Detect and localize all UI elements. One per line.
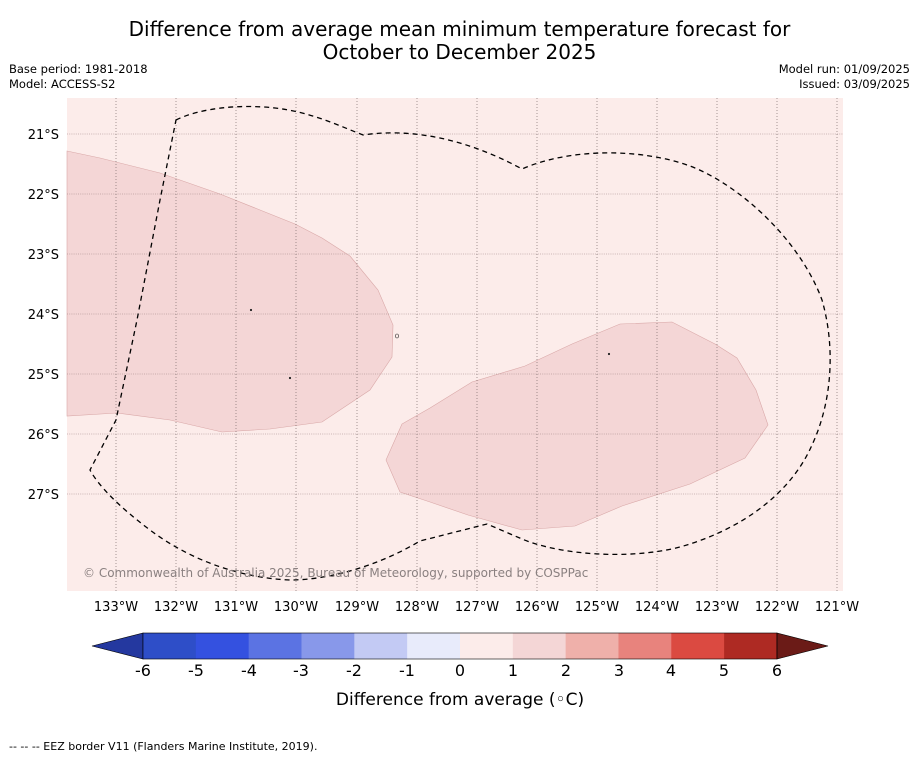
lat-label: 21°S — [28, 128, 59, 143]
lon-label: 124°W — [635, 600, 679, 615]
lon-label: 122°W — [755, 600, 799, 615]
issued-date: Issued: 03/09/2025 — [799, 77, 910, 91]
lat-label: 22°S — [28, 188, 59, 203]
longitude-labels: 133°W 132°W 131°W 130°W 129°W 128°W 127°… — [94, 600, 859, 615]
colorbar-tick-label: -6 — [135, 661, 151, 680]
lat-label: 27°S — [28, 488, 59, 503]
lon-label: 127°W — [455, 600, 499, 615]
lon-label: 132°W — [154, 600, 198, 615]
colorbar-tick-label: 2 — [561, 661, 571, 680]
island-marker — [288, 376, 292, 380]
title-line-1: Difference from average mean minimum tem… — [128, 17, 791, 41]
island-marker — [607, 352, 611, 356]
lat-label: 24°S — [28, 308, 59, 323]
lon-label: 126°W — [515, 600, 559, 615]
colorbar-border — [142, 632, 778, 660]
colorbar-extend-high — [776, 632, 829, 660]
colorbar-tick-label: 0 — [455, 661, 465, 680]
colorbar-segment — [301, 633, 355, 659]
lon-label: 123°W — [695, 600, 739, 615]
islands — [249, 308, 611, 380]
colorbar-segment — [565, 633, 619, 659]
colorbar-segment — [407, 633, 461, 659]
base-period: Base period: 1981-2018 — [9, 62, 148, 76]
lat-label: 26°S — [28, 428, 59, 443]
model-run: Model run: 01/09/2025 — [778, 62, 910, 76]
map-title: Difference from average mean minimum tem… — [0, 18, 919, 64]
anomaly-region-west — [66, 150, 394, 433]
colorbar-segment — [195, 633, 250, 659]
latitude-labels: 21°S 22°S 23°S 24°S 25°S 26°S 27°S — [28, 128, 59, 503]
colorbar-tick-label: 4 — [666, 661, 676, 680]
colorbar-tick-label: -2 — [346, 661, 362, 680]
colorbar-tick-label: 5 — [719, 661, 729, 680]
colorbar-segment — [724, 633, 778, 659]
copyright-text: © Commonwealth of Australia 2025, Bureau… — [83, 566, 588, 580]
title-line-2: October to December 2025 — [322, 40, 597, 64]
lat-label: 23°S — [28, 248, 59, 263]
base-info: Base period: 1981-2018 Model: ACCESS-S2 — [9, 62, 148, 92]
colorbar-segment — [671, 633, 725, 659]
lon-label: 128°W — [395, 600, 439, 615]
lon-label: 133°W — [94, 600, 138, 615]
run-info: Model run: 01/09/2025 Issued: 03/09/2025 — [779, 62, 910, 92]
lat-label: 25°S — [28, 368, 59, 383]
colorbar-tick-label: -4 — [241, 661, 257, 680]
colorbar-extend-low — [91, 632, 144, 660]
colorbar — [91, 632, 829, 660]
colorbar-tick-label: -1 — [399, 661, 415, 680]
lon-label: 131°W — [214, 600, 258, 615]
colorbar-tick-label: 1 — [508, 661, 518, 680]
eez-border — [89, 105, 831, 581]
colorbar-tick-label: 6 — [772, 661, 782, 680]
island-marker — [249, 308, 253, 312]
lon-label: 125°W — [575, 600, 619, 615]
colorbar-segment — [512, 633, 567, 659]
colorbar-segment — [248, 633, 302, 659]
latitude-gridlines — [67, 133, 843, 495]
colorbar-tick-label: -5 — [188, 661, 204, 680]
colorbar-segment — [459, 633, 514, 659]
lon-label: 121°W — [815, 600, 859, 615]
colorbar-segment — [143, 633, 197, 659]
longitude-gridlines — [115, 98, 838, 591]
colorbar-tick-label: 3 — [614, 661, 624, 680]
colorbar-title: Difference from average (◦C) — [336, 690, 584, 710]
colorbar-tick-label: -3 — [293, 661, 309, 680]
eez-legend-note: -- -- -- EEZ border V11 (Flanders Marine… — [9, 740, 318, 753]
model-name: Model: ACCESS-S2 — [9, 77, 116, 91]
colorbar-segment — [354, 633, 408, 659]
lon-label: 130°W — [274, 600, 318, 615]
lon-label: 129°W — [335, 600, 379, 615]
island-marker — [395, 333, 399, 339]
colorbar-tick-labels: -6 -5 -4 -3 -2 -1 0 1 2 3 4 5 6 — [135, 661, 782, 680]
colorbar-segment — [618, 633, 672, 659]
